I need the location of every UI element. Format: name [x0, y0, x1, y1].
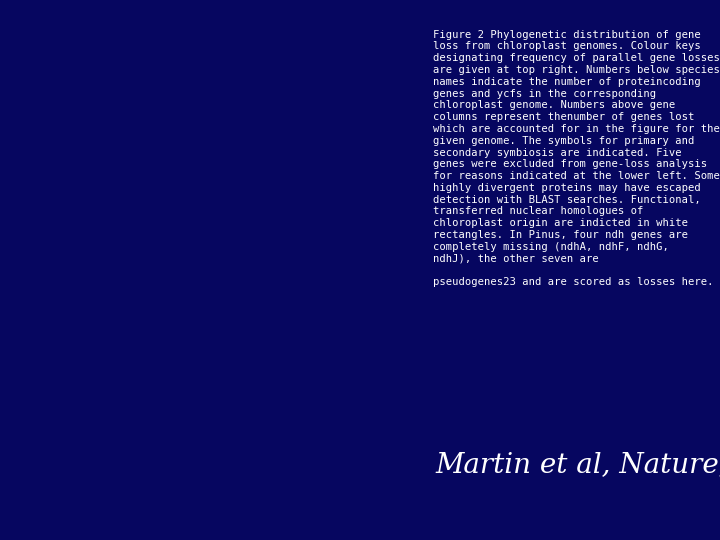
Text: Martin et al, Nature, 1998: Martin et al, Nature, 1998	[436, 451, 720, 478]
Text: completely missing (ndhA, ndhF, ndhG,: completely missing (ndhA, ndhF, ndhG,	[433, 242, 670, 252]
Text: chloroplast genome. Numbers above gene: chloroplast genome. Numbers above gene	[433, 100, 675, 110]
Text: pseudogenes23 and are scored as losses here.: pseudogenes23 and are scored as losses h…	[433, 277, 714, 287]
Text: rectangles. In Pinus, four ndh genes are: rectangles. In Pinus, four ndh genes are	[433, 230, 688, 240]
Text: chloroplast origin are indicted in white: chloroplast origin are indicted in white	[433, 218, 688, 228]
Text: Figure 2 Phylogenetic distribution of gene: Figure 2 Phylogenetic distribution of ge…	[433, 30, 701, 40]
Text: genes were excluded from gene-loss analysis: genes were excluded from gene-loss analy…	[433, 159, 708, 169]
Bar	[0, 0, 431, 540]
Text: designating frequency of parallel gene losses: designating frequency of parallel gene l…	[433, 53, 720, 63]
Text: columns represent thenumber of genes lost: columns represent thenumber of genes los…	[433, 112, 695, 122]
Text: secondary symbiosis are indicated. Five: secondary symbiosis are indicated. Five	[433, 147, 682, 158]
Text: genes and ycfs in the corresponding: genes and ycfs in the corresponding	[433, 89, 657, 99]
Text: transferred nuclear homologues of: transferred nuclear homologues of	[433, 206, 644, 217]
Text: for reasons indicated at the lower left. Some: for reasons indicated at the lower left.…	[433, 171, 720, 181]
Text: loss from chloroplast genomes. Colour keys: loss from chloroplast genomes. Colour ke…	[433, 42, 701, 51]
Text: are given at top right. Numbers below species: are given at top right. Numbers below sp…	[433, 65, 720, 75]
Text: detection with BLAST searches. Functional,: detection with BLAST searches. Functiona…	[433, 194, 701, 205]
Text: ndhJ), the other seven are: ndhJ), the other seven are	[433, 253, 599, 264]
Text: given genome. The symbols for primary and: given genome. The symbols for primary an…	[433, 136, 695, 146]
Text: which are accounted for in the figure for the: which are accounted for in the figure fo…	[433, 124, 720, 134]
Text: highly divergent proteins may have escaped: highly divergent proteins may have escap…	[433, 183, 701, 193]
Text: names indicate the number of proteincoding: names indicate the number of proteincodi…	[433, 77, 701, 87]
